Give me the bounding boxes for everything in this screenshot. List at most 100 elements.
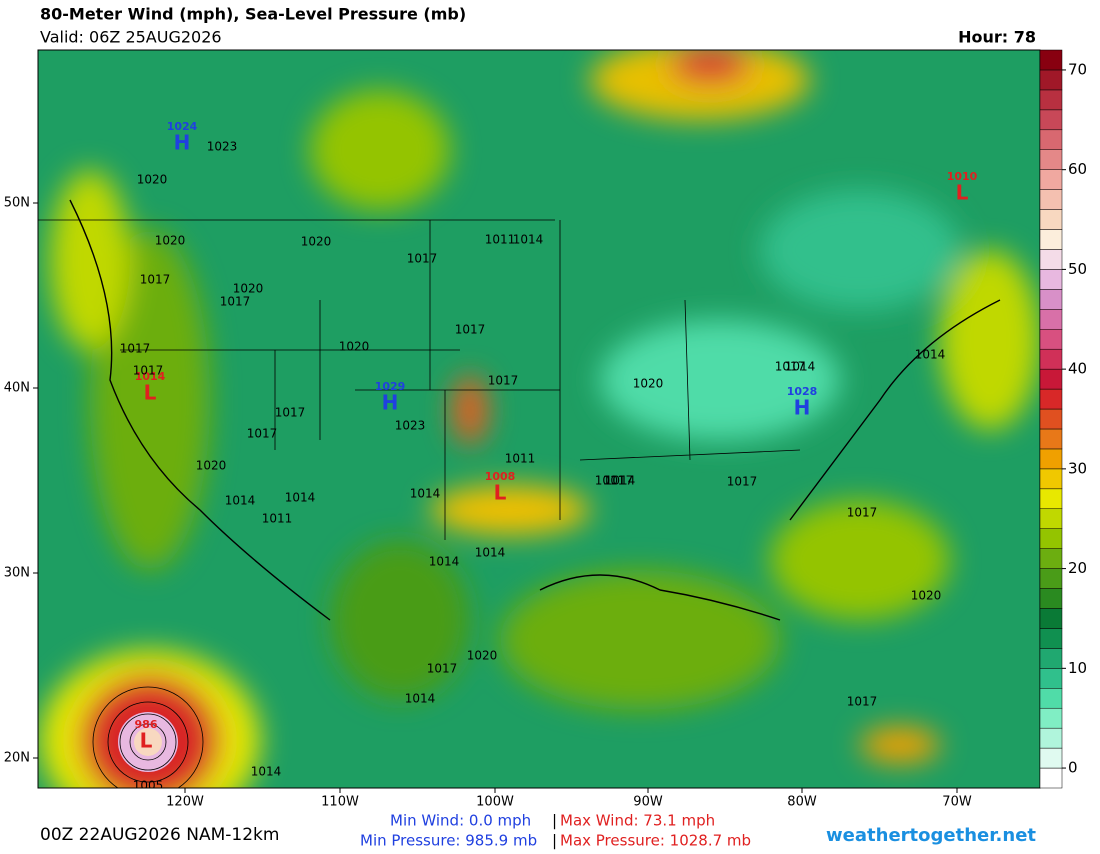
isobar-label: 1023 [395,419,426,433]
colorbar-label: 30 [1068,459,1087,477]
color-band [1039,428,1063,450]
colorbar-label: 70 [1068,60,1087,78]
color-band [1039,388,1063,410]
forecast-hour: Hour: 78 [958,28,1036,47]
isobar-label: 1017 [120,342,151,356]
color-band [1039,169,1063,190]
lon-label: 70W [942,795,972,810]
pressure-center: H [794,396,811,420]
color-band [1039,648,1063,669]
color-band [1039,229,1063,250]
color-band [1039,328,1063,350]
color-band [1039,289,1063,310]
color-band [1039,348,1063,370]
isobar-label: 1017 [455,323,486,337]
color-band [1039,668,1063,689]
isobar-label: 1011 [505,452,536,466]
isobar-label: 1014 [429,555,460,569]
color-band [1039,89,1063,111]
pressure-center: L [494,481,507,505]
color-band [1039,448,1063,470]
color-band [1039,688,1063,709]
colorbar-label: 60 [1068,160,1087,178]
lat-label: 50N [4,196,30,211]
color-band [1039,309,1063,330]
color-band [1039,608,1063,629]
isobar-label: 1017 [427,662,458,676]
lon-label: 90W [633,795,663,810]
isobar-label: 1017 [220,295,251,309]
max-wind: Max Wind: 73.1 mph [560,812,715,830]
isobar-label: 1011 [595,474,626,488]
isobar-label: 1014 [605,474,636,488]
color-band [1039,628,1063,649]
isobar-label: 1017 [775,360,806,374]
color-band [1039,368,1063,390]
color-band [1039,69,1063,91]
lat-label: 30N [4,566,30,581]
color-band [1039,568,1063,589]
pressure-value: 1024 [167,120,198,133]
isobar-label: 1017 [140,273,171,287]
pressure-center: H [382,391,399,415]
pressure-value: 1008 [485,470,516,483]
isobar-label: 1017 [847,695,878,709]
lon-label: 110W [321,795,359,810]
isobar-label: 1005 [133,779,164,793]
site-name: weathertogether.net [826,825,1036,846]
isobar-label: 1014 [285,491,316,505]
color-band [1039,189,1063,210]
valid-time: Valid: 06Z 25AUG2026 [40,28,222,47]
pressure-value: 1010 [947,170,978,183]
isobar-label: 1020 [137,173,168,187]
isobar-label: 1020 [196,459,227,473]
colorbar: 0 10 20 30 40 50 60 70 [1039,49,1087,789]
isobar-label: 1020 [911,589,942,603]
lon-label: 80W [787,795,817,810]
color-band [1039,707,1063,729]
isobar-label: 1017 [847,506,878,520]
isobar-label: 1017 [133,364,164,378]
color-band [1039,767,1063,789]
pressure-value: 1029 [375,380,406,393]
color-band [1039,129,1063,150]
color-band [1039,249,1063,270]
isobar-label: 1023 [207,140,238,154]
color-band [1039,468,1063,490]
isobar-label: 1014 [225,494,256,508]
title: 80-Meter Wind (mph), Sea-Level Pressure … [40,5,466,24]
isobar-label: 1014 [405,692,436,706]
isobar-label: 1020 [633,377,664,391]
isobar-label: 1020 [301,235,332,249]
colorbar-label: 50 [1068,260,1087,278]
color-band [1039,488,1063,510]
pressure-center: L [956,181,969,205]
color-band [1039,209,1063,230]
lon-label: 120W [166,795,204,810]
pressure-center: L [140,729,153,753]
color-band [1039,49,1063,71]
separator: | [552,812,557,830]
isobar-label: 1014 [475,546,506,560]
color-band [1039,528,1063,549]
color-band [1039,508,1063,529]
pressure-value: 1014 [135,370,166,383]
min-wind: Min Wind: 0.0 mph [390,812,531,830]
color-band [1039,548,1063,569]
pressure-center: L [144,381,157,405]
isobar-label: 1020 [339,340,370,354]
pressure-value: 986 [135,718,158,731]
color-band [1039,149,1063,170]
isobar-label: 1014 [410,487,441,501]
min-pressure: Min Pressure: 985.9 mb [360,832,537,850]
color-band [1039,727,1063,749]
isobar-label: 1011 [262,512,293,526]
pressure-value: 1028 [787,385,818,398]
model-run: 00Z 22AUG2026 NAM-12km [40,825,279,845]
color-band [1039,269,1063,290]
isobar-label: 1020 [155,234,186,248]
lat-label: 20N [4,751,30,766]
isobar-label: 1017 [275,406,306,420]
